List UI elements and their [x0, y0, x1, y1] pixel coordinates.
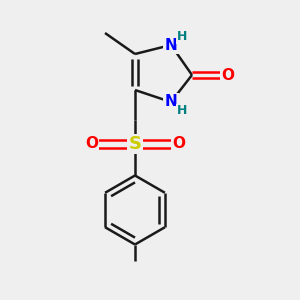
- Text: N: N: [165, 38, 177, 52]
- Text: N: N: [165, 94, 177, 110]
- Text: O: O: [85, 136, 98, 152]
- Text: H: H: [177, 104, 188, 118]
- Text: S: S: [128, 135, 142, 153]
- Text: O: O: [221, 68, 235, 82]
- Text: O: O: [172, 136, 185, 152]
- Text: H: H: [177, 29, 188, 43]
